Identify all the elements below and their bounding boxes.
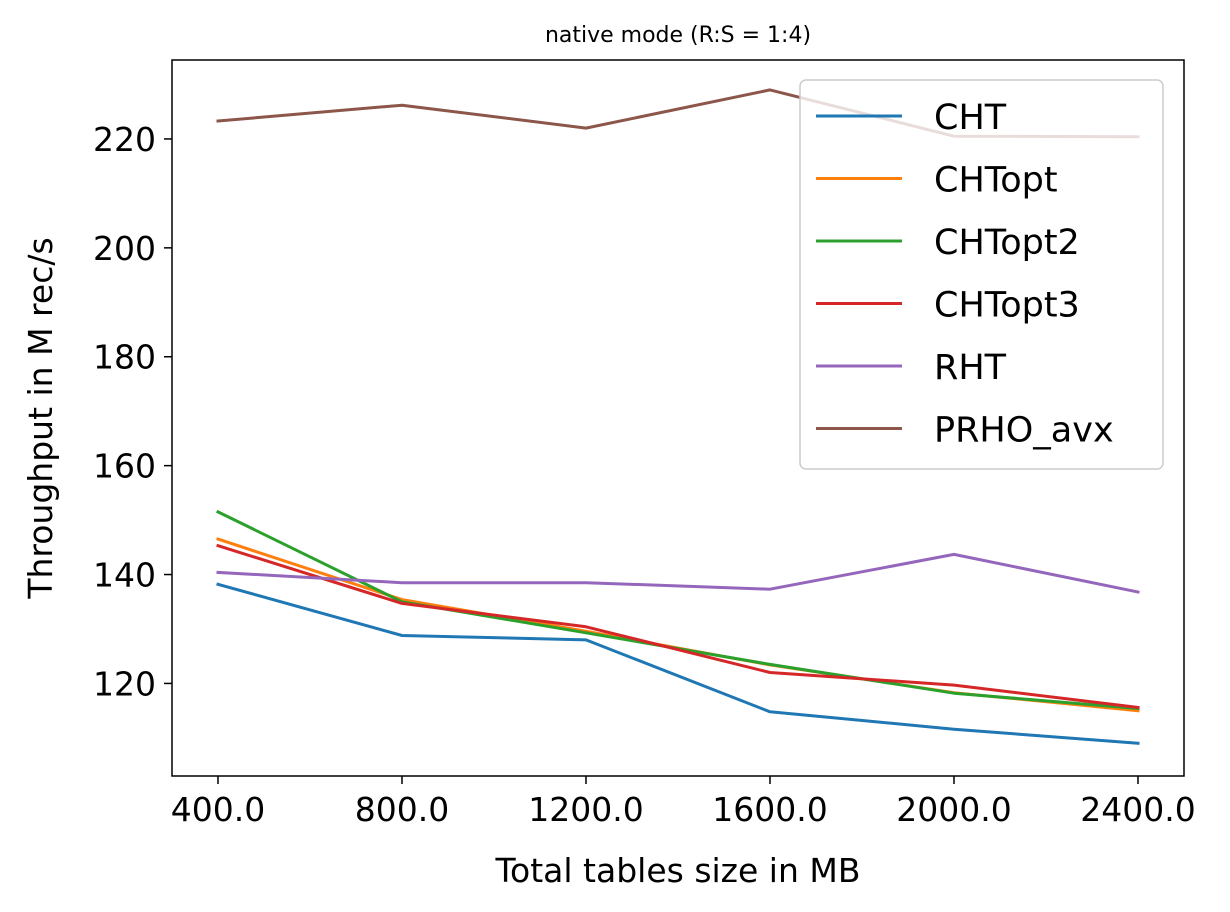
series-line-rht: [216, 552, 1140, 594]
x-tick-label: 1600.0: [712, 790, 827, 829]
series-line-cht: [216, 582, 1140, 745]
legend-label: CHTopt3: [934, 286, 1080, 326]
y-tick-label: 180: [93, 338, 156, 377]
x-axis: 400.0 800.0 1200.0 1600.0 2000.0 2400.0: [171, 776, 1196, 829]
y-tick-label: 140: [93, 556, 156, 595]
legend-label: PRHO_avx: [934, 411, 1114, 451]
x-tick-label: 400.0: [171, 790, 265, 829]
chart-title: native mode (R:S = 1:4): [545, 23, 811, 48]
y-tick-label: 220: [93, 120, 156, 159]
x-axis-label: Total tables size in MB: [495, 851, 861, 890]
legend: CHT CHTopt CHTopt2 CHTopt3 RHT PRHO_avx: [799, 79, 1164, 470]
legend-label: CHTopt2: [934, 223, 1080, 263]
y-axis-label: Throughput in M rec/s: [21, 237, 60, 599]
x-tick-label: 1200.0: [528, 790, 643, 829]
plot-lines: [215, 88, 1140, 745]
x-tick-label: 2000.0: [896, 790, 1011, 829]
legend-label: CHTopt: [934, 161, 1058, 201]
y-tick-label: 200: [93, 229, 156, 268]
y-axis: 120 140 160 180 200 220: [93, 120, 172, 703]
series-line-chtopt3: [216, 543, 1140, 710]
series-line-chtopt2: [215, 509, 1140, 711]
plot-frame: [171, 59, 1185, 777]
y-tick-label: 160: [93, 447, 156, 486]
x-tick-label: 800.0: [355, 790, 449, 829]
legend-label: CHT: [934, 98, 1007, 138]
legend-label: RHT: [934, 348, 1007, 388]
x-tick-label: 2400.0: [1080, 790, 1195, 829]
y-tick-label: 120: [93, 664, 156, 703]
